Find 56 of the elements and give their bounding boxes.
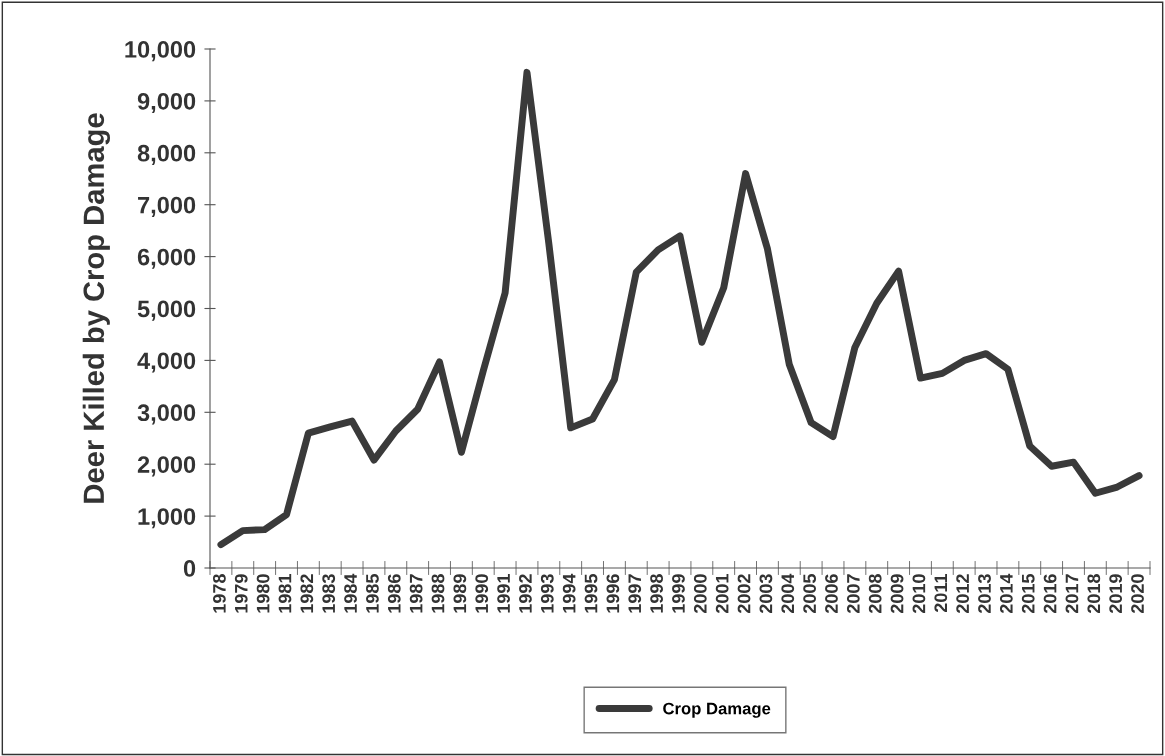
x-tick-label: 1999	[672, 574, 685, 613]
x-tick-label: 2011	[934, 574, 948, 613]
x-tick-label: 1983	[322, 574, 336, 613]
y-tick-label: 3,000	[137, 404, 196, 425]
x-tick-label: 1994	[562, 573, 576, 613]
x-tick-label: 2016	[1043, 574, 1057, 614]
x-tick-label: 2013	[978, 574, 991, 614]
x-tick-label: 1985	[366, 574, 379, 613]
y-tick-label: 6,000	[137, 248, 196, 269]
legend-label: Crop Damage	[663, 702, 771, 718]
x-tick-label: 2008	[868, 574, 882, 614]
x-tick-label: 1986	[387, 574, 401, 613]
x-tick-label: 2007	[846, 574, 860, 614]
x-tick-label: 1997	[628, 574, 642, 613]
x-tick-label: 1992	[519, 574, 532, 613]
y-tick-label: 4,000	[137, 352, 196, 373]
x-tick-label: 2020	[1131, 574, 1144, 614]
x-tick-label: 2018	[1087, 574, 1101, 614]
x-tick-label: 2002	[737, 574, 751, 614]
x-tick-label: 1990	[475, 574, 489, 613]
x-tick-label: 1987	[409, 574, 423, 613]
x-tick-label: 1993	[540, 574, 554, 613]
x-tick-label: 1978	[212, 574, 226, 613]
x-tick-label: 1979	[234, 574, 248, 613]
x-tick-label: 1998	[650, 574, 663, 613]
x-tick-label: 1980	[256, 574, 270, 613]
x-tick-label: 2012	[956, 574, 970, 614]
y-tick-label: 9,000	[137, 92, 196, 114]
x-tick-label: 2009	[890, 574, 904, 614]
x-tick-label: 2005	[803, 574, 817, 614]
x-tick-label: 2006	[825, 574, 838, 614]
x-tick-label: 2015	[1021, 574, 1035, 614]
y-tick-label: 0	[183, 560, 196, 577]
x-tick-label: 1996	[606, 574, 620, 613]
y-axis-title: Deer Killed by Crop Damage	[82, 113, 111, 503]
x-tick-label: 2014	[999, 573, 1013, 614]
x-tick-label: 1982	[300, 574, 314, 613]
x-tick-label: 2010	[912, 574, 926, 614]
x-tick-label: 1988	[431, 574, 445, 613]
y-tick-label: 7,000	[138, 196, 196, 217]
x-tick-label: 2017	[1065, 574, 1079, 614]
y-tick-label: 2,000	[137, 456, 196, 477]
x-tick-label: 1989	[453, 574, 467, 613]
x-tick-label: 2003	[759, 574, 773, 614]
x-tick-label: 2001	[715, 574, 729, 614]
y-tick-label: 1,000	[138, 508, 196, 529]
x-tick-label: 2000	[693, 574, 707, 614]
x-tick-label: 2019	[1109, 574, 1123, 614]
x-tick-label: 2004	[781, 573, 795, 614]
y-tick-label: 5,000	[137, 300, 196, 321]
x-tick-label: 1981	[278, 574, 292, 613]
x-tick-label: 1991	[497, 574, 510, 613]
x-tick-label: 1995	[584, 574, 598, 613]
y-tick-label: 8,000	[137, 144, 196, 166]
y-tick-label: 10,000	[125, 41, 196, 62]
x-tick-label: 1984	[344, 573, 357, 613]
